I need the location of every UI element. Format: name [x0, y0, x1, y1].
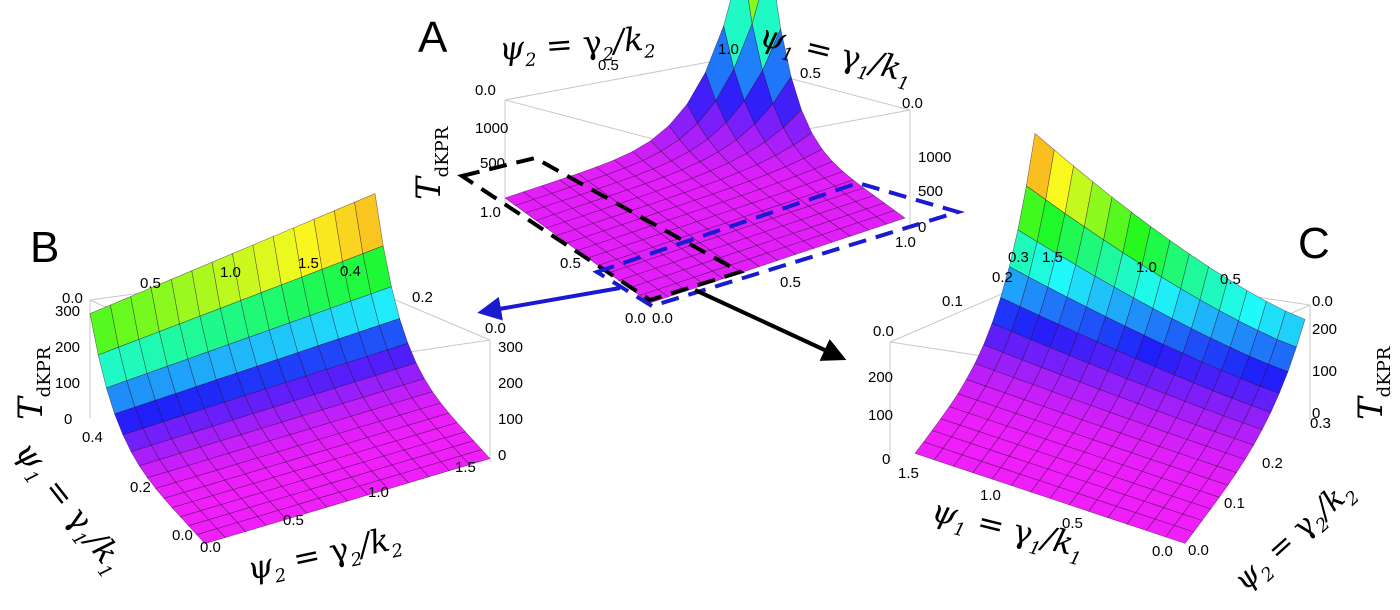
c-back-tick: 0.3 [1008, 249, 1029, 266]
a-psi1-tick: 0.5 [800, 65, 821, 82]
a-t-axis-label: TdKPR [409, 126, 453, 200]
b-t-tick-left: 0 [64, 411, 72, 428]
c-psi2-tick: 0.3 [1310, 415, 1331, 432]
b-back-tick: 0.5 [140, 275, 161, 292]
a-psi1-tick: 1.0 [718, 41, 739, 58]
b-psi2-axis-label: ψ2 = γ2/k2 [244, 518, 405, 592]
c-psi2-tick: 0.0 [1188, 542, 1209, 559]
c-psi1-tick: 0.5 [1062, 515, 1083, 532]
c-t-tick-left: 0 [882, 451, 890, 468]
panel-c: C 1.5 1.0 0.5 0.3 0.2 0.1 0.0 0.0 200 10… [868, 132, 1395, 602]
panel-letter-a: A [418, 13, 448, 62]
c-t-tick-left: 0 [1312, 405, 1320, 422]
a-psi2-tick: 0.5 [598, 57, 619, 74]
surface-a [504, 0, 906, 304]
c-psi1-tick: 1.0 [980, 487, 1001, 504]
panel-c-ticks: 1.5 1.0 0.5 0.3 0.2 0.1 0.0 0.0 200 100 … [868, 249, 1337, 560]
c-psi2-tick: 0.1 [1224, 495, 1245, 512]
c-t-tick-right: 200 [1312, 321, 1337, 338]
arrow-to-c [694, 288, 847, 361]
a-front-psi2-tick: 0.5 [560, 255, 581, 272]
b-psi2-tick: 0.0 [200, 539, 221, 556]
zoom-box-c [592, 180, 965, 309]
a-front-psi2-tick: 0.0 [625, 310, 646, 327]
b-back-tick: 0.0 [485, 320, 506, 337]
b-psi2-tick: 1.0 [368, 484, 389, 501]
b-psi1-axis-label: ψ1 = γ1/k1 [4, 434, 134, 583]
c-psi1-tick: 0.0 [1152, 543, 1173, 560]
svg-text:ψ2 = γ2/k2: ψ2 = γ2/k2 [1227, 473, 1364, 602]
a-psi2-tick: 0.0 [475, 82, 496, 99]
b-back-tick: 0.4 [340, 263, 361, 280]
c-back-tick: 1.0 [1136, 259, 1157, 276]
a-t-tick-right: 1000 [918, 149, 951, 166]
c-t-axis-label: TdKPR [1351, 346, 1395, 420]
b-back-tick: 1.0 [220, 264, 241, 281]
a-psi2-axis-label: ψ2 = γ2/k2 [498, 19, 657, 73]
panel-b-ticks: 0.0 0.5 1.0 1.5 0.4 0.2 0.0 300 200 100 … [55, 255, 523, 556]
zoom-box-b [457, 155, 746, 303]
a-front-psi1-tick: 0.5 [780, 274, 801, 291]
svg-text:TdKPR: TdKPR [1351, 346, 1395, 420]
svg-text:TdKPR: TdKPR [11, 346, 55, 420]
b-psi1-tick: 0.2 [130, 479, 151, 496]
svg-text:TdKPR: TdKPR [409, 126, 453, 200]
c-back-tick: 0.0 [873, 323, 894, 340]
c-t-tick-right: 100 [1312, 363, 1337, 380]
a-front-psi2-tick: 1.0 [480, 204, 501, 221]
c-back-tick: 0.5 [1220, 271, 1241, 288]
b-back-tick: 1.5 [298, 255, 319, 272]
c-t-tick-left: 100 [868, 407, 893, 424]
c-back-tick: 0.2 [992, 269, 1013, 286]
b-psi2-tick: 1.5 [455, 459, 476, 476]
a-front-psi1-tick: 0.0 [652, 310, 673, 327]
b-psi1-tick: 0.0 [172, 527, 193, 544]
surface-cell [460, 449, 491, 466]
b-t-tick-right: 300 [498, 339, 523, 356]
b-t-tick-left: 200 [55, 339, 80, 356]
c-t-tick-right: 0.0 [1312, 293, 1333, 310]
b-t-axis-label: TdKPR [11, 346, 55, 420]
svg-text:ψ1 = γ1/k1: ψ1 = γ1/k1 [755, 16, 917, 95]
c-back-tick: 1.5 [1042, 249, 1063, 266]
c-t-tick-left: 200 [868, 369, 893, 386]
svg-text:ψ2 = γ2/k2: ψ2 = γ2/k2 [244, 518, 405, 592]
surface-cell [748, 0, 760, 24]
surface-cell [1165, 525, 1195, 544]
b-back-tick: 0.2 [412, 289, 433, 306]
b-t-tick-left: 100 [55, 375, 80, 392]
surface-c [914, 132, 1306, 544]
surface-b [89, 193, 491, 544]
a-t-tick-left: 1000 [475, 120, 508, 137]
b-t-tick-left: 300 [55, 303, 80, 320]
panel-a: A 1.0 0.5 0.0 0.0 0.5 1000 500 1000 500 … [409, 0, 965, 361]
a-psi1-axis-label: ψ1 = γ1/k1 [755, 16, 917, 95]
c-psi2-tick: 0.2 [1262, 455, 1283, 472]
panel-b: B 0.0 0.5 1.0 1.5 0.4 0.2 0.0 300 200 10… [4, 193, 523, 592]
panel-letter-b: B [30, 223, 59, 272]
b-t-tick-right: 0 [498, 447, 506, 464]
b-psi2-tick: 0.5 [283, 512, 304, 529]
a-t-tick-right: 500 [918, 183, 943, 200]
svg-text:ψ1 = γ1/k1: ψ1 = γ1/k1 [4, 434, 134, 583]
svg-text:ψ2 = γ2/k2: ψ2 = γ2/k2 [498, 19, 657, 73]
b-t-tick-right: 100 [498, 411, 523, 428]
panel-letter-c: C [1298, 219, 1330, 268]
c-psi2-axis-label: ψ2 = γ2/k2 [1227, 473, 1364, 602]
c-back-tick: 0.1 [942, 293, 963, 310]
a-psi1-tick: 0.0 [902, 95, 923, 112]
b-back-tick: 0.0 [62, 290, 83, 307]
arrow-to-b [477, 286, 621, 321]
a-front-psi1-tick: 1.0 [895, 234, 916, 251]
panel-a-ticks: 1.0 0.5 0.0 0.0 0.5 1000 500 1000 500 0 … [475, 41, 951, 327]
b-t-tick-right: 200 [498, 375, 523, 392]
b-psi1-tick: 0.4 [82, 429, 103, 446]
a-t-tick-right: 0 [918, 219, 926, 236]
c-psi1-tick: 1.5 [898, 465, 919, 482]
